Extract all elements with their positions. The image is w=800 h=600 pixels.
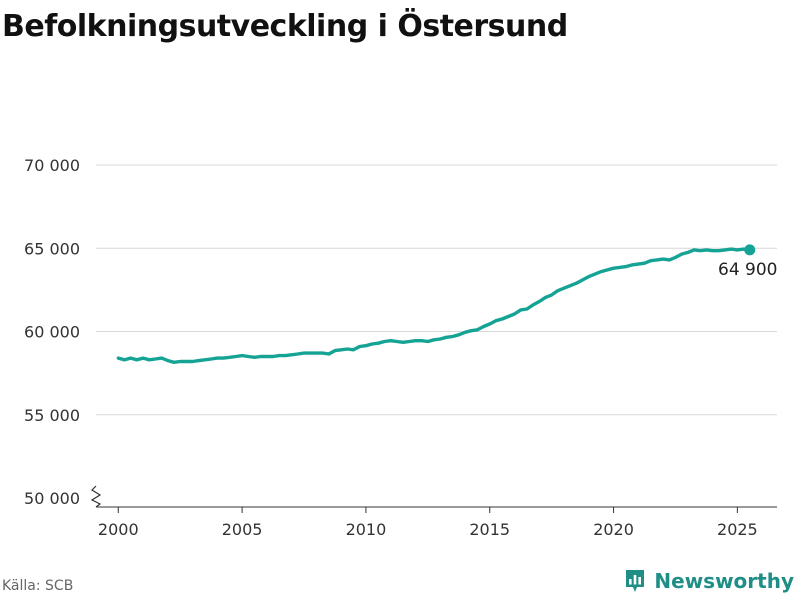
y-tick-label: 65 000 (24, 239, 80, 258)
y-tick-label: 70 000 (24, 156, 80, 175)
end-point-marker (744, 244, 756, 256)
series-layer (116, 244, 756, 364)
grid-lines (96, 164, 777, 416)
series-line (116, 247, 752, 364)
x-tick-label: 2025 (717, 520, 758, 539)
chart-title: Befolkningsutveckling i Östersund (2, 9, 568, 44)
x-tick-label: 2005 (222, 520, 263, 539)
x-tick-label: 2000 (98, 520, 139, 539)
x-tick-label: 2015 (469, 520, 510, 539)
brand[interactable]: Newsworthy (624, 568, 794, 594)
axis-break-icon (90, 485, 102, 508)
y-tick-label: 55 000 (24, 406, 80, 425)
y-tick-label: 50 000 (24, 489, 80, 508)
axes (90, 485, 777, 513)
source-note: Källa: SCB (2, 578, 74, 594)
x-tick-label: 2020 (593, 520, 634, 539)
brand-name: Newsworthy (654, 569, 794, 593)
newsworthy-logo-icon (626, 570, 645, 592)
x-tick-label: 2010 (346, 520, 387, 539)
tick-labels: 50 000 55 000 60 000 65 000 70 000 2000 2005 20… (24, 156, 777, 539)
y-tick-label: 60 000 (24, 323, 80, 342)
end-value-label: 64 900 (718, 260, 777, 280)
